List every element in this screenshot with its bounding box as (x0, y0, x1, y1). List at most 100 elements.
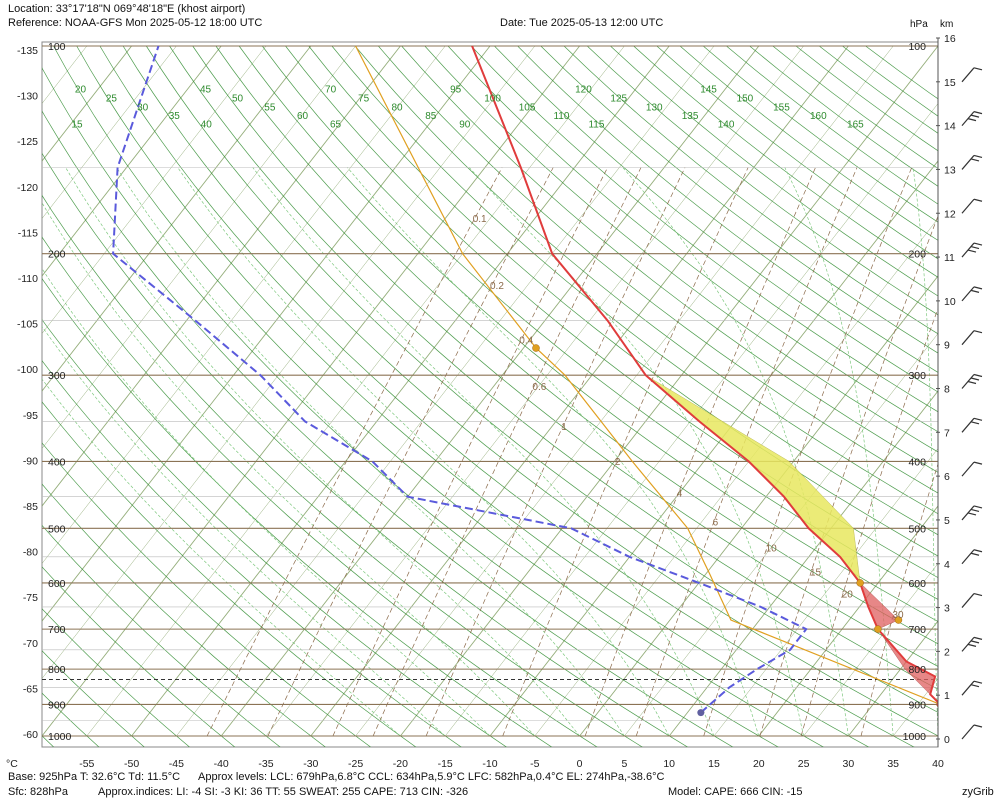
wind-barb-flag (973, 636, 983, 640)
wind-barb (961, 417, 983, 433)
dry-adiabat-label: 65 (330, 119, 342, 130)
dry-adiabat-label: 30 (137, 103, 149, 114)
dry-adiabat-label: 105 (519, 103, 536, 114)
mixing-ratio-lines (206, 167, 938, 737)
km-label: 3 (944, 603, 950, 615)
wind-barb-flag (970, 552, 980, 556)
wind-barb-flag (967, 118, 977, 122)
isotherm-line (42, 45, 177, 219)
x-tick-label: -55 (79, 758, 94, 770)
dry-adiabat-label: 75 (358, 94, 370, 105)
km-label: 15 (944, 77, 956, 89)
wind-barb (961, 680, 983, 696)
x-tick-label: -45 (169, 758, 184, 770)
wind-barb (961, 111, 983, 127)
km-label: 1 (944, 690, 950, 702)
approx-levels: Approx levels: LCL: 679hPa,6.8°C CCL: 63… (198, 771, 665, 783)
skewed-isotherm-label: -130 (17, 91, 38, 103)
dry-adiabat-label: 110 (553, 111, 569, 122)
dry-adiabat-line (633, 45, 938, 278)
isotherm-line (176, 45, 715, 737)
dry-adiabat-label: 145 (700, 85, 717, 96)
dry-adiabat-label: 60 (297, 111, 309, 122)
isotherm-line (42, 45, 491, 622)
isotherm-line (579, 275, 938, 737)
wind-barb-flag (973, 286, 983, 290)
isotherm-line (220, 45, 760, 737)
mixing-ratio-line (502, 167, 749, 737)
plot-frame (41, 41, 939, 748)
isotherm-line (42, 45, 580, 737)
dry-adiabat-line (238, 45, 938, 622)
dry-adiabat-line (42, 360, 462, 747)
dry-adiabat-line (53, 45, 825, 747)
isotherm-line (42, 46, 43, 47)
x-tick-label: -35 (258, 758, 273, 770)
wind-barb (961, 461, 983, 477)
dry-adiabat-label: 100 (484, 94, 501, 105)
wind-barb-staff (961, 198, 975, 214)
isotherm-line (668, 390, 938, 737)
dry-adiabat-line (401, 45, 938, 473)
dry-adiabat-line (42, 194, 643, 747)
dry-adiabat-label: 150 (737, 94, 754, 105)
base-info: Base: 925hPa T: 32.6°C Td: 11.5°C (8, 771, 181, 783)
dry-adiabat-line (308, 45, 938, 557)
skewed-isotherm-label: -105 (17, 319, 38, 331)
wind-barbs (961, 67, 983, 740)
mixing-ratio-label: 0.4 (519, 336, 533, 347)
wind-barb-staff (961, 286, 975, 302)
moist-adiabat-line (65, 167, 580, 737)
wind-barb-flag (967, 643, 977, 647)
x-tick-label: 20 (753, 758, 765, 770)
pressure-label-right: 600 (908, 578, 926, 590)
dry-adiabat-line (42, 277, 553, 747)
mixing-ratio-line (759, 215, 938, 737)
wind-barb-flag (970, 158, 980, 162)
dry-adiabat-line (540, 45, 938, 354)
dry-adiabat-label: 115 (588, 119, 604, 130)
dry-adiabat-line (494, 45, 938, 393)
km-unit-label: km (940, 19, 954, 30)
pressure-label-left: 600 (48, 578, 66, 590)
dry-adiabat-label: 165 (847, 119, 864, 130)
pressure-label-left: 800 (48, 664, 66, 676)
wind-barb (961, 373, 983, 389)
isotherm-line (42, 45, 446, 564)
km-label: 16 (944, 33, 956, 45)
moist-adiabat-line (784, 167, 894, 737)
pressure-label-left: 300 (48, 370, 66, 382)
wind-barb-flag (973, 461, 983, 465)
dry-adiabat-label: 15 (71, 119, 83, 130)
skewed-isotherm-label: -65 (23, 683, 38, 695)
moist-adiabat-line (347, 167, 760, 737)
dry-adiabat-line (772, 45, 938, 169)
mixing-ratio-line (332, 167, 608, 737)
km-label: 10 (944, 296, 956, 308)
isotherm-line (489, 160, 938, 737)
dry-adiabat-line (749, 45, 938, 187)
sounding-profiles (112, 45, 938, 717)
dry-adiabat-label: 95 (450, 85, 462, 96)
pressure-label-right: 100 (908, 41, 926, 53)
dry-adiabat-line (146, 45, 938, 713)
isotherm-line (534, 218, 938, 737)
skewed-isotherm-label: -135 (17, 45, 38, 57)
wind-barb (961, 592, 983, 608)
wind-barb-staff (961, 155, 975, 170)
dry-adiabat-line (42, 483, 326, 747)
wind-barb-flag (973, 373, 983, 378)
dry-adiabat-line (42, 401, 417, 747)
dry-adiabat-label: 70 (325, 85, 337, 96)
dry-adiabat-label: 130 (646, 103, 663, 114)
mixing-ratio-label: 0.1 (473, 214, 487, 225)
wind-barb (961, 67, 983, 83)
pressure-label-left: 400 (48, 456, 66, 468)
dry-adiabat-line (42, 608, 191, 747)
pressure-label-right: 800 (908, 664, 926, 676)
isotherm-line (42, 45, 535, 679)
dry-adiabat-line (517, 45, 938, 373)
moist-adiabat-line (42, 268, 491, 737)
x-tick-label: -20 (393, 758, 408, 770)
